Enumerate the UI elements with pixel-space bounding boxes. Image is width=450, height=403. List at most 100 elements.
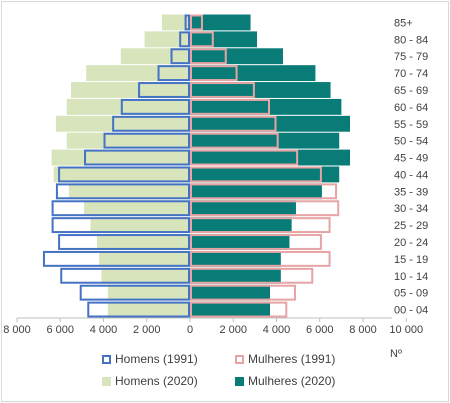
bar-homens-2020-25-29 [90,217,190,234]
bar-homens-1991-65-69 [138,82,191,98]
bar-homens-1991-25-29 [51,217,190,234]
age-label: 15 - 19 [394,254,428,266]
x-tick-label: 8 000 [3,324,31,336]
bar-homens-2020-40-44 [53,166,191,183]
bar-homens-2020-65-69 [71,82,190,98]
bar-homens-2020-45-49 [51,149,190,166]
age-label: 00 - 04 [394,305,428,317]
bar-mulheres-2020-05-09 [190,284,271,301]
bar-mulheres-2020-55-59 [190,115,351,132]
bar-homens-1991-75-79 [170,48,191,65]
bar-mulheres-1991-50-54 [190,132,279,149]
bar-homens-2020-00-04 [107,301,190,318]
bar-homens-1991-15-19 [42,250,191,267]
x-tick-label: 6 000 [306,324,334,336]
bar-mulheres-2020-85plus [190,14,251,31]
bar-mulheres-2020-70-74 [190,65,316,82]
age-label: 40 - 44 [394,169,428,181]
bar-homens-1991-05-09 [79,284,190,301]
bar-homens-1991-40-44 [58,166,191,183]
bar-mulheres-1991-80-84 [190,31,214,48]
age-label: 75 - 79 [394,51,428,63]
bar-homens-2020-20-24 [97,234,190,250]
bar-homens-2020-60-64 [66,98,190,115]
bar-homens-1991-00-04 [87,301,190,318]
bar-mulheres-2020-50-54 [190,132,340,149]
legend-swatch-homens-2020 [102,376,111,386]
age-label: 60 - 64 [394,102,428,114]
bar-homens-1991-30-34 [51,200,190,217]
bar-homens-2020-30-34 [84,200,190,217]
bar-mulheres-1991-35-39 [190,183,338,200]
x-tick-label: 0 [187,324,193,336]
x-tick-label: 10 000 [389,324,423,336]
bar-mulheres-1991-05-09 [190,284,296,301]
age-label: 80 - 84 [394,34,428,46]
bar-mulheres-2020-25-29 [190,217,292,234]
legend-swatch-mulheres-2020 [235,376,244,386]
bar-mulheres-2020-35-39 [190,183,322,200]
legend: Homens (1991) Mulheres (1991) Homens (20… [102,348,362,396]
x-tick-label: 2 000 [133,324,161,336]
bar-homens-1991-60-64 [120,98,190,115]
x-axis-label: Nº [390,348,402,360]
bar-mulheres-2020-45-49 [190,149,351,166]
bar-mulheres-2020-80-84 [190,31,258,48]
bar-homens-2020-35-39 [68,183,190,200]
age-label: 85+ [394,17,413,29]
bar-homens-1991-35-39 [55,183,190,200]
age-label: 30 - 34 [394,203,428,215]
bar-mulheres-2020-15-19 [190,250,281,267]
bar-homens-1991-45-49 [84,149,190,166]
age-label: 65 - 69 [394,85,428,97]
x-tick-label: 4 000 [263,324,291,336]
bar-mulheres-2020-30-34 [190,200,296,217]
x-tick-label: 8 000 [349,324,377,336]
bars-group [42,14,351,318]
bar-mulheres-1991-10-14 [190,267,314,284]
bar-homens-2020-75-79 [120,48,190,65]
legend-swatch-homens-1991 [102,354,111,364]
bar-homens-2020-50-54 [66,132,190,149]
legend-item-mulheres-1991: Mulheres (1991) [235,352,335,366]
legend-label-homens-2020: Homens (2020) [115,374,198,388]
x-axis: 8 000 6 000 4 000 2 000 0 2 000 4 000 6 000 8 00… [3,317,423,336]
bar-homens-2020-15-19 [99,250,190,267]
bar-mulheres-2020-20-24 [190,234,290,250]
bar-mulheres-1991-60-64 [190,98,271,115]
bar-mulheres-2020-00-04 [190,301,271,318]
bar-mulheres-1991-20-24 [190,234,322,250]
bar-homens-1991-50-54 [103,132,190,149]
age-label: 55 - 59 [394,119,428,131]
age-label: 20 - 24 [394,237,428,249]
bar-mulheres-2020-60-64 [190,98,342,115]
bar-homens-1991-70-74 [157,65,190,82]
bar-mulheres-2020-75-79 [190,48,283,65]
bar-homens-2020-10-14 [101,267,190,284]
bar-mulheres-1991-65-69 [190,82,255,98]
age-label: 10 - 14 [394,271,428,283]
bar-homens-1991-20-24 [58,234,191,250]
x-tick-label: 2 000 [219,324,247,336]
bar-mulheres-1991-70-74 [190,65,238,82]
age-label: 50 - 54 [394,136,428,148]
bar-mulheres-1991-25-29 [190,217,331,234]
age-label: 35 - 39 [394,186,428,198]
age-labels: 00 - 04 05 - 09 10 - 14 15 - 19 20 - 24 25 - … [394,17,428,316]
bar-homens-2020-85plus [161,14,190,31]
bar-mulheres-2020-65-69 [190,82,331,98]
legend-item-homens-2020: Homens (2020) [102,374,198,388]
bar-mulheres-2020-10-14 [190,267,281,284]
age-label: 45 - 49 [394,153,428,165]
bar-mulheres-1991-15-19 [190,250,331,267]
bar-homens-2020-70-74 [86,65,190,82]
bar-mulheres-1991-55-59 [190,115,277,132]
bar-mulheres-1991-75-79 [190,48,227,65]
bar-mulheres-1991-30-34 [190,200,340,217]
bar-homens-2020-05-09 [107,284,190,301]
bar-mulheres-1991-85plus [190,14,203,31]
x-tick-label: 4 000 [90,324,118,336]
bar-homens-1991-80-84 [179,31,190,48]
